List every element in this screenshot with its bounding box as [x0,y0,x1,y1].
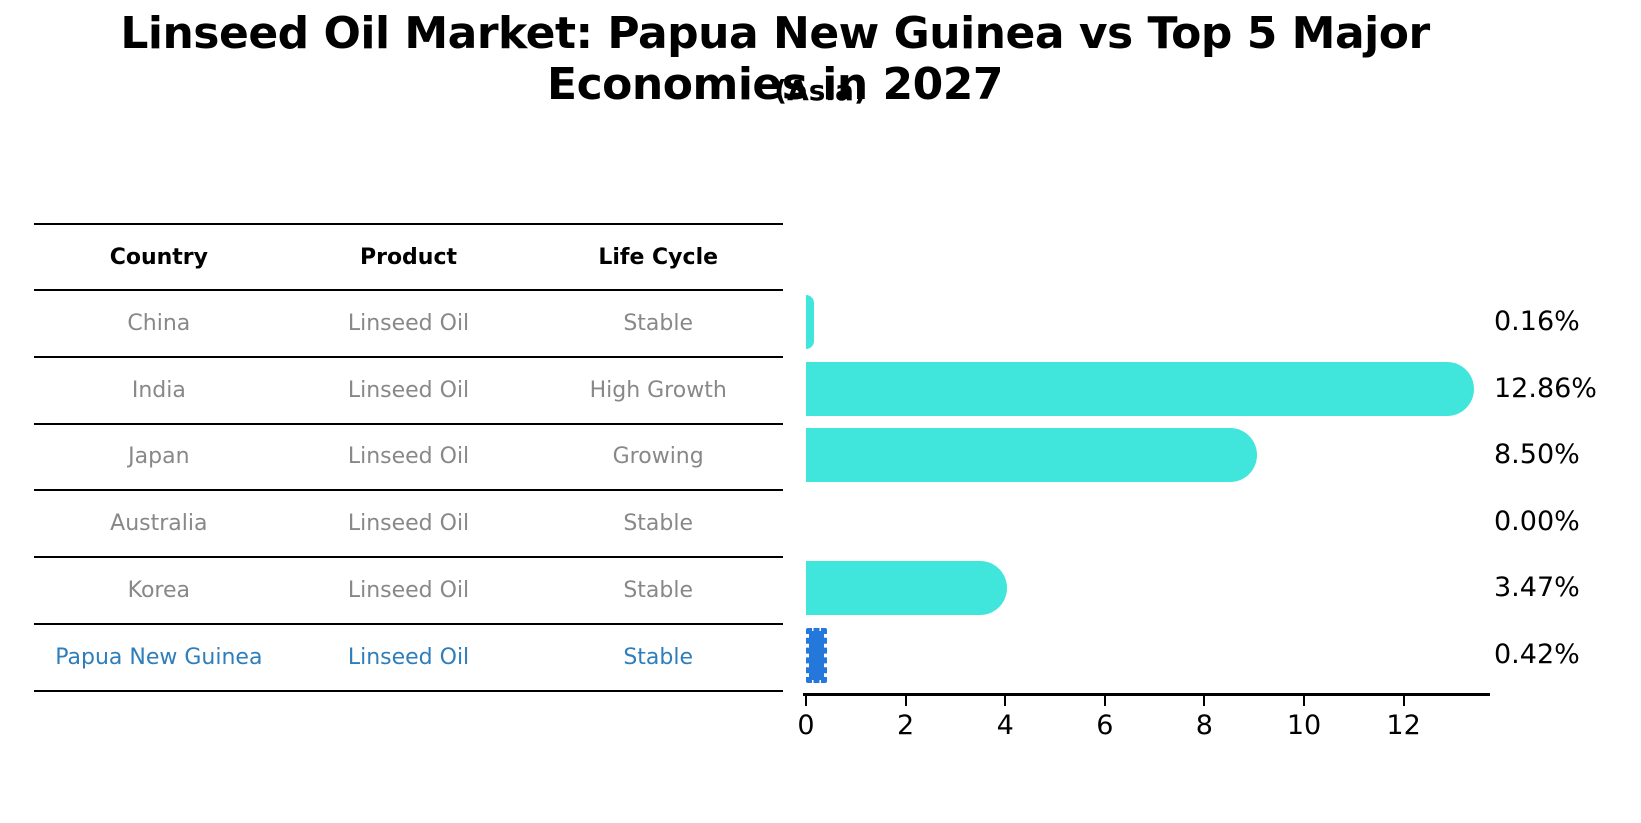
x-tick-label: 8 [1195,710,1213,741]
cell-lifecycle: Stable [623,644,694,670]
cell-country: Japan [128,444,190,470]
table-header-row: Country Product Life Cycle [34,223,783,289]
x-tick-label: 12 [1386,710,1421,741]
x-axis-line [803,693,1490,696]
table-row-india: India Linseed Oil High Growth [34,355,783,423]
table-row-australia: Australia Linseed Oil Stable [34,489,783,556]
chart-title: Linseed Oil Market: Papua New Guinea vs … [120,8,1430,110]
value-label: 12.86% [1494,372,1597,404]
x-tick [1004,696,1007,706]
bar-india [806,361,1475,416]
cell-country: China [127,310,191,336]
cell-product: Linseed Oil [347,377,470,403]
country-table: Country Product Life Cycle China Linseed… [34,223,783,692]
bar-korea [806,561,1007,616]
table-row-papua-new-guinea: Papua New Guinea Linseed Oil Stable [34,622,783,690]
value-label: 0.16% [1494,306,1580,337]
value-label: 0.00% [1494,505,1580,537]
cell-lifecycle: High Growth [589,377,727,403]
x-tick [805,696,807,706]
x-tick-label: 0 [797,710,815,741]
cell-product: Linseed Oil [347,511,470,537]
cell-country: Papua New Guinea [55,644,263,670]
cell-product: Linseed Oil [347,644,470,670]
x-tick [1303,696,1305,706]
cell-lifecycle: Stable [623,511,694,537]
cell-lifecycle: Stable [623,578,694,604]
col-header-lifecycle: Life Cycle [598,244,719,270]
cell-product: Linseed Oil [347,578,470,604]
chart-subtitle: (Asia) [774,74,867,107]
bar-japan [806,428,1258,483]
cell-product: Linseed Oil [347,310,470,336]
x-tick [904,696,907,706]
table-row-korea: Korea Linseed Oil Stable [34,556,783,623]
col-header-product: Product [359,244,458,270]
bar-papua-new-guinea [806,627,827,683]
value-label: 0.42% [1494,639,1580,670]
cell-country: Korea [127,578,191,604]
cell-lifecycle: Stable [623,310,694,336]
x-tick-label: 2 [897,710,915,741]
x-tick-label: 6 [1096,710,1114,741]
x-tick [1402,696,1405,706]
x-tick [1203,696,1206,706]
x-tick [1103,696,1106,706]
bar-china [806,295,814,349]
value-label: 8.50% [1494,439,1580,471]
x-tick-label: 10 [1286,710,1322,741]
col-header-country: Country [109,244,208,270]
cell-country: Australia [110,511,208,537]
table-row-japan: Japan Linseed Oil Growing [34,422,783,490]
cell-lifecycle: Growing [612,444,704,470]
x-tick-label: 4 [996,710,1014,741]
cell-product: Linseed Oil [347,444,470,470]
value-label: 3.47% [1494,572,1580,604]
cell-country: India [131,377,186,403]
table-row-china: China Linseed Oil Stable [34,289,783,356]
